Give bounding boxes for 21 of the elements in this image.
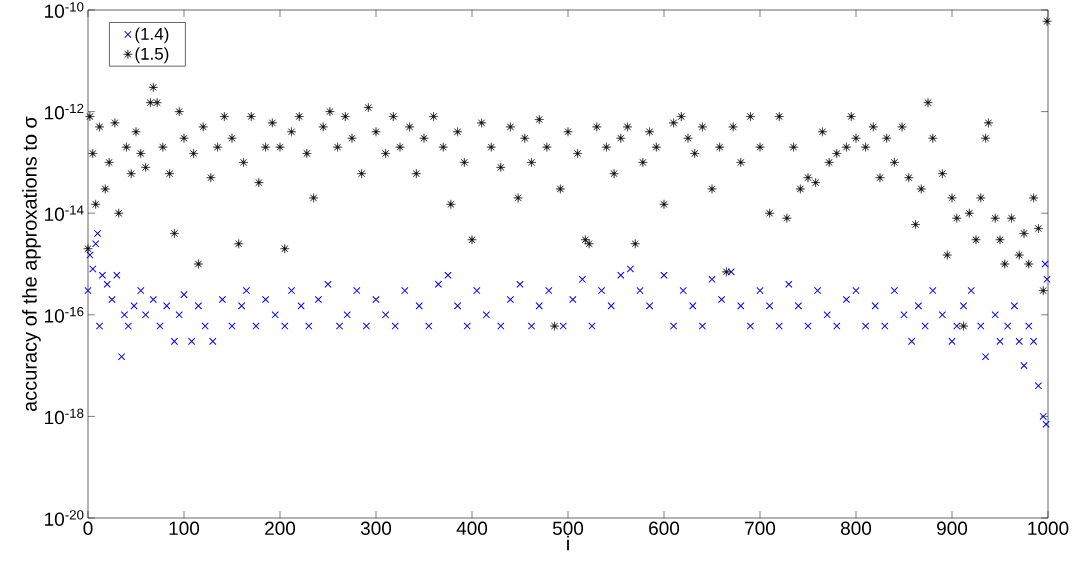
x-tick-label: 900: [937, 521, 968, 535]
y-tick-label: 10$^{-16}$: [45, 306, 84, 323]
x-tick-label: 500: [552, 521, 584, 535]
x-tick-label: 700: [745, 521, 776, 535]
x-tick-label: 800: [840, 521, 872, 535]
x-tick-label: 0: [83, 521, 93, 535]
y-tick-label: 10$^{-14}$: [45, 205, 84, 222]
y-tick-label: 10$^{-10}$: [45, 2, 84, 18]
x-tick-label: 300: [360, 521, 392, 535]
x-tick-label: 1000: [1028, 521, 1069, 535]
x-tick-label: 600: [649, 521, 680, 535]
x-tick-label: 100: [169, 521, 200, 535]
y-tick-label: 10$^{-12}$: [45, 103, 84, 120]
x-tick-label: 200: [265, 521, 296, 535]
y-tick-label: 10$^{-20}$: [45, 510, 84, 526]
y-axis-title: accuracy of the approxations to σ: [22, 116, 41, 412]
x-tick-label: 400: [456, 521, 488, 535]
legend-label: (1.4): [135, 27, 169, 44]
legend-label: (1.5): [135, 47, 169, 64]
y-tick-label: 10$^{-18}$: [45, 408, 84, 425]
x-axis-title: i: [567, 535, 569, 551]
